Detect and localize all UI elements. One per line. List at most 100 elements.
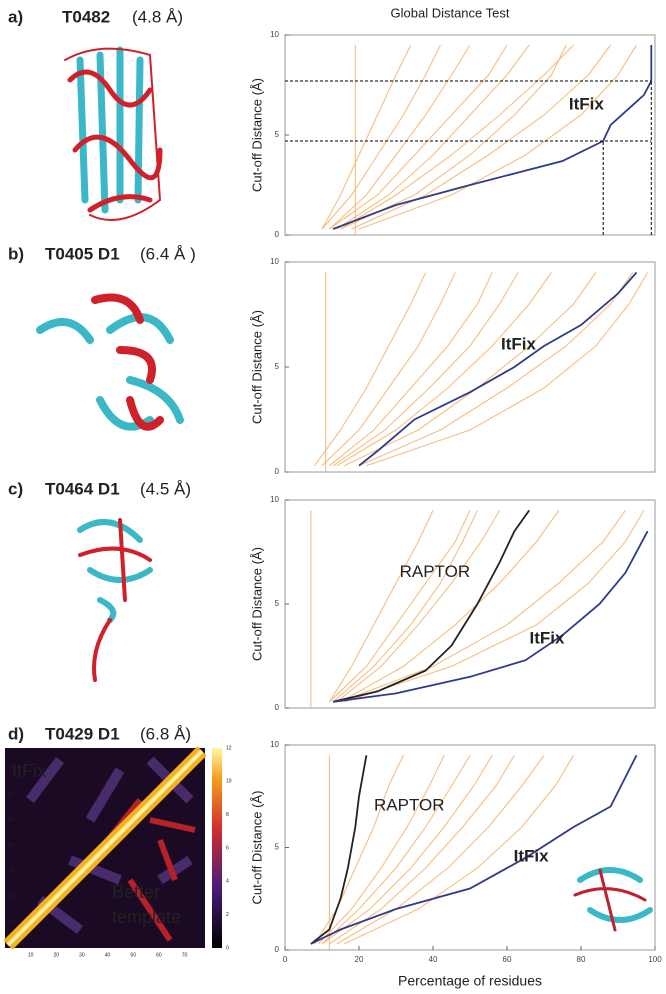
map-label: ItFix	[12, 761, 46, 781]
model-line	[340, 510, 626, 703]
map-x-tick: 10	[28, 952, 34, 958]
target-name: T0464 D1	[45, 479, 120, 498]
map-label: Better	[112, 882, 160, 902]
model-line	[329, 44, 471, 230]
target-name: T0429 D1	[45, 724, 120, 743]
map-x-tick: 20	[54, 952, 60, 958]
y-tick-label: 0	[275, 703, 280, 712]
colorbar-tick: 2	[226, 912, 229, 918]
panel-label: c)	[8, 479, 23, 498]
model-line	[340, 44, 574, 230]
x-tick-label: 40	[429, 955, 438, 964]
map-y-tick: 40	[8, 843, 14, 849]
rmsd: (6.4 Å )	[140, 244, 196, 263]
map-x-tick: 50	[130, 952, 136, 958]
structure-b	[36, 293, 184, 431]
series-line	[358, 271, 638, 467]
model-line	[328, 510, 434, 703]
y-tick-label: 10	[270, 257, 279, 266]
colorbar-tick: 0	[226, 945, 229, 951]
y-tick-label: 5	[275, 599, 280, 608]
model-line	[321, 755, 471, 945]
map-y-tick: 70	[8, 766, 14, 772]
model-line	[340, 44, 567, 230]
y-tick-label: 5	[275, 362, 280, 371]
series-line	[332, 45, 653, 230]
y-axis-label: Cut-off Distance (Å)	[249, 547, 264, 661]
plot-frame	[284, 34, 656, 236]
map-y-tick: 50	[8, 817, 14, 823]
y-tick-label: 10	[270, 740, 279, 749]
panel-label: a)	[8, 7, 23, 26]
model-line	[336, 754, 545, 945]
y-tick-label: 10	[270, 30, 279, 39]
model-line	[343, 272, 597, 467]
map-y-tick: 10	[8, 920, 14, 926]
colorbar-tick: 10	[226, 779, 232, 785]
y-axis-label: Cut-off Distance (Å)	[249, 310, 264, 424]
map-y-tick: 30	[8, 868, 14, 874]
rmsd: (6.8 Å)	[140, 724, 191, 743]
structure-d	[573, 867, 653, 932]
model-line	[329, 510, 471, 703]
model-line	[321, 44, 412, 230]
y-tick-label: 10	[270, 495, 279, 504]
map-x-tick: 30	[79, 952, 85, 958]
model-line	[343, 755, 575, 945]
map-x-tick: 70	[182, 952, 188, 958]
model-line	[358, 272, 634, 467]
target-name: T0482	[62, 7, 110, 26]
model-line	[332, 272, 519, 467]
series-line	[310, 754, 638, 945]
series-label: ItFix	[501, 334, 536, 353]
y-tick-label: 5	[275, 843, 280, 852]
model-line	[336, 44, 530, 230]
x-axis-label: Percentage of residues	[398, 973, 542, 989]
model-line	[329, 272, 493, 467]
model-line	[358, 44, 637, 230]
series-line	[310, 755, 368, 945]
colorbar-tick: 12	[226, 745, 232, 751]
model-line	[351, 44, 612, 230]
model-line	[321, 755, 493, 945]
series-label: ItFix	[530, 628, 565, 647]
model-line	[344, 510, 645, 703]
map-y-tick: 60	[8, 791, 14, 797]
structure-c	[77, 518, 153, 682]
rmsd: (4.5 Å)	[140, 479, 191, 498]
colorbar-tick: 8	[226, 812, 229, 818]
model-line	[332, 510, 478, 703]
colorbar-tick: 4	[226, 879, 229, 885]
y-tick-label: 0	[275, 945, 280, 954]
map-x-tick: 60	[156, 952, 162, 958]
series-line	[332, 509, 530, 703]
y-tick-label: 5	[275, 130, 280, 139]
model-line	[314, 755, 404, 945]
x-tick-label: 60	[503, 955, 512, 964]
y-axis-label: Cut-off Distance (Å)	[249, 791, 264, 905]
series-label: ItFix	[569, 94, 604, 113]
y-tick-label: 0	[275, 467, 280, 476]
target-name: T0405 D1	[45, 244, 120, 263]
model-line	[329, 44, 508, 230]
colorbar-tick: 6	[226, 845, 229, 851]
model-line	[314, 272, 427, 467]
x-tick-label: 80	[577, 955, 586, 964]
series-label: RAPTOR	[374, 796, 445, 815]
series-line	[332, 530, 649, 703]
map-x-tick: 40	[105, 952, 111, 958]
rmsd: (4.8 Å)	[132, 7, 183, 26]
model-line	[321, 44, 441, 230]
x-tick-label: 100	[648, 955, 662, 964]
series-label: ItFix	[514, 846, 549, 865]
model-line	[336, 272, 552, 467]
model-line	[317, 755, 445, 945]
panel-label: d)	[8, 724, 24, 743]
plot-frame	[284, 744, 656, 951]
model-line	[329, 755, 515, 945]
model-line	[366, 272, 649, 467]
model-line	[321, 272, 456, 467]
chart-title: Global Distance Test	[391, 5, 510, 20]
model-line	[336, 510, 501, 703]
